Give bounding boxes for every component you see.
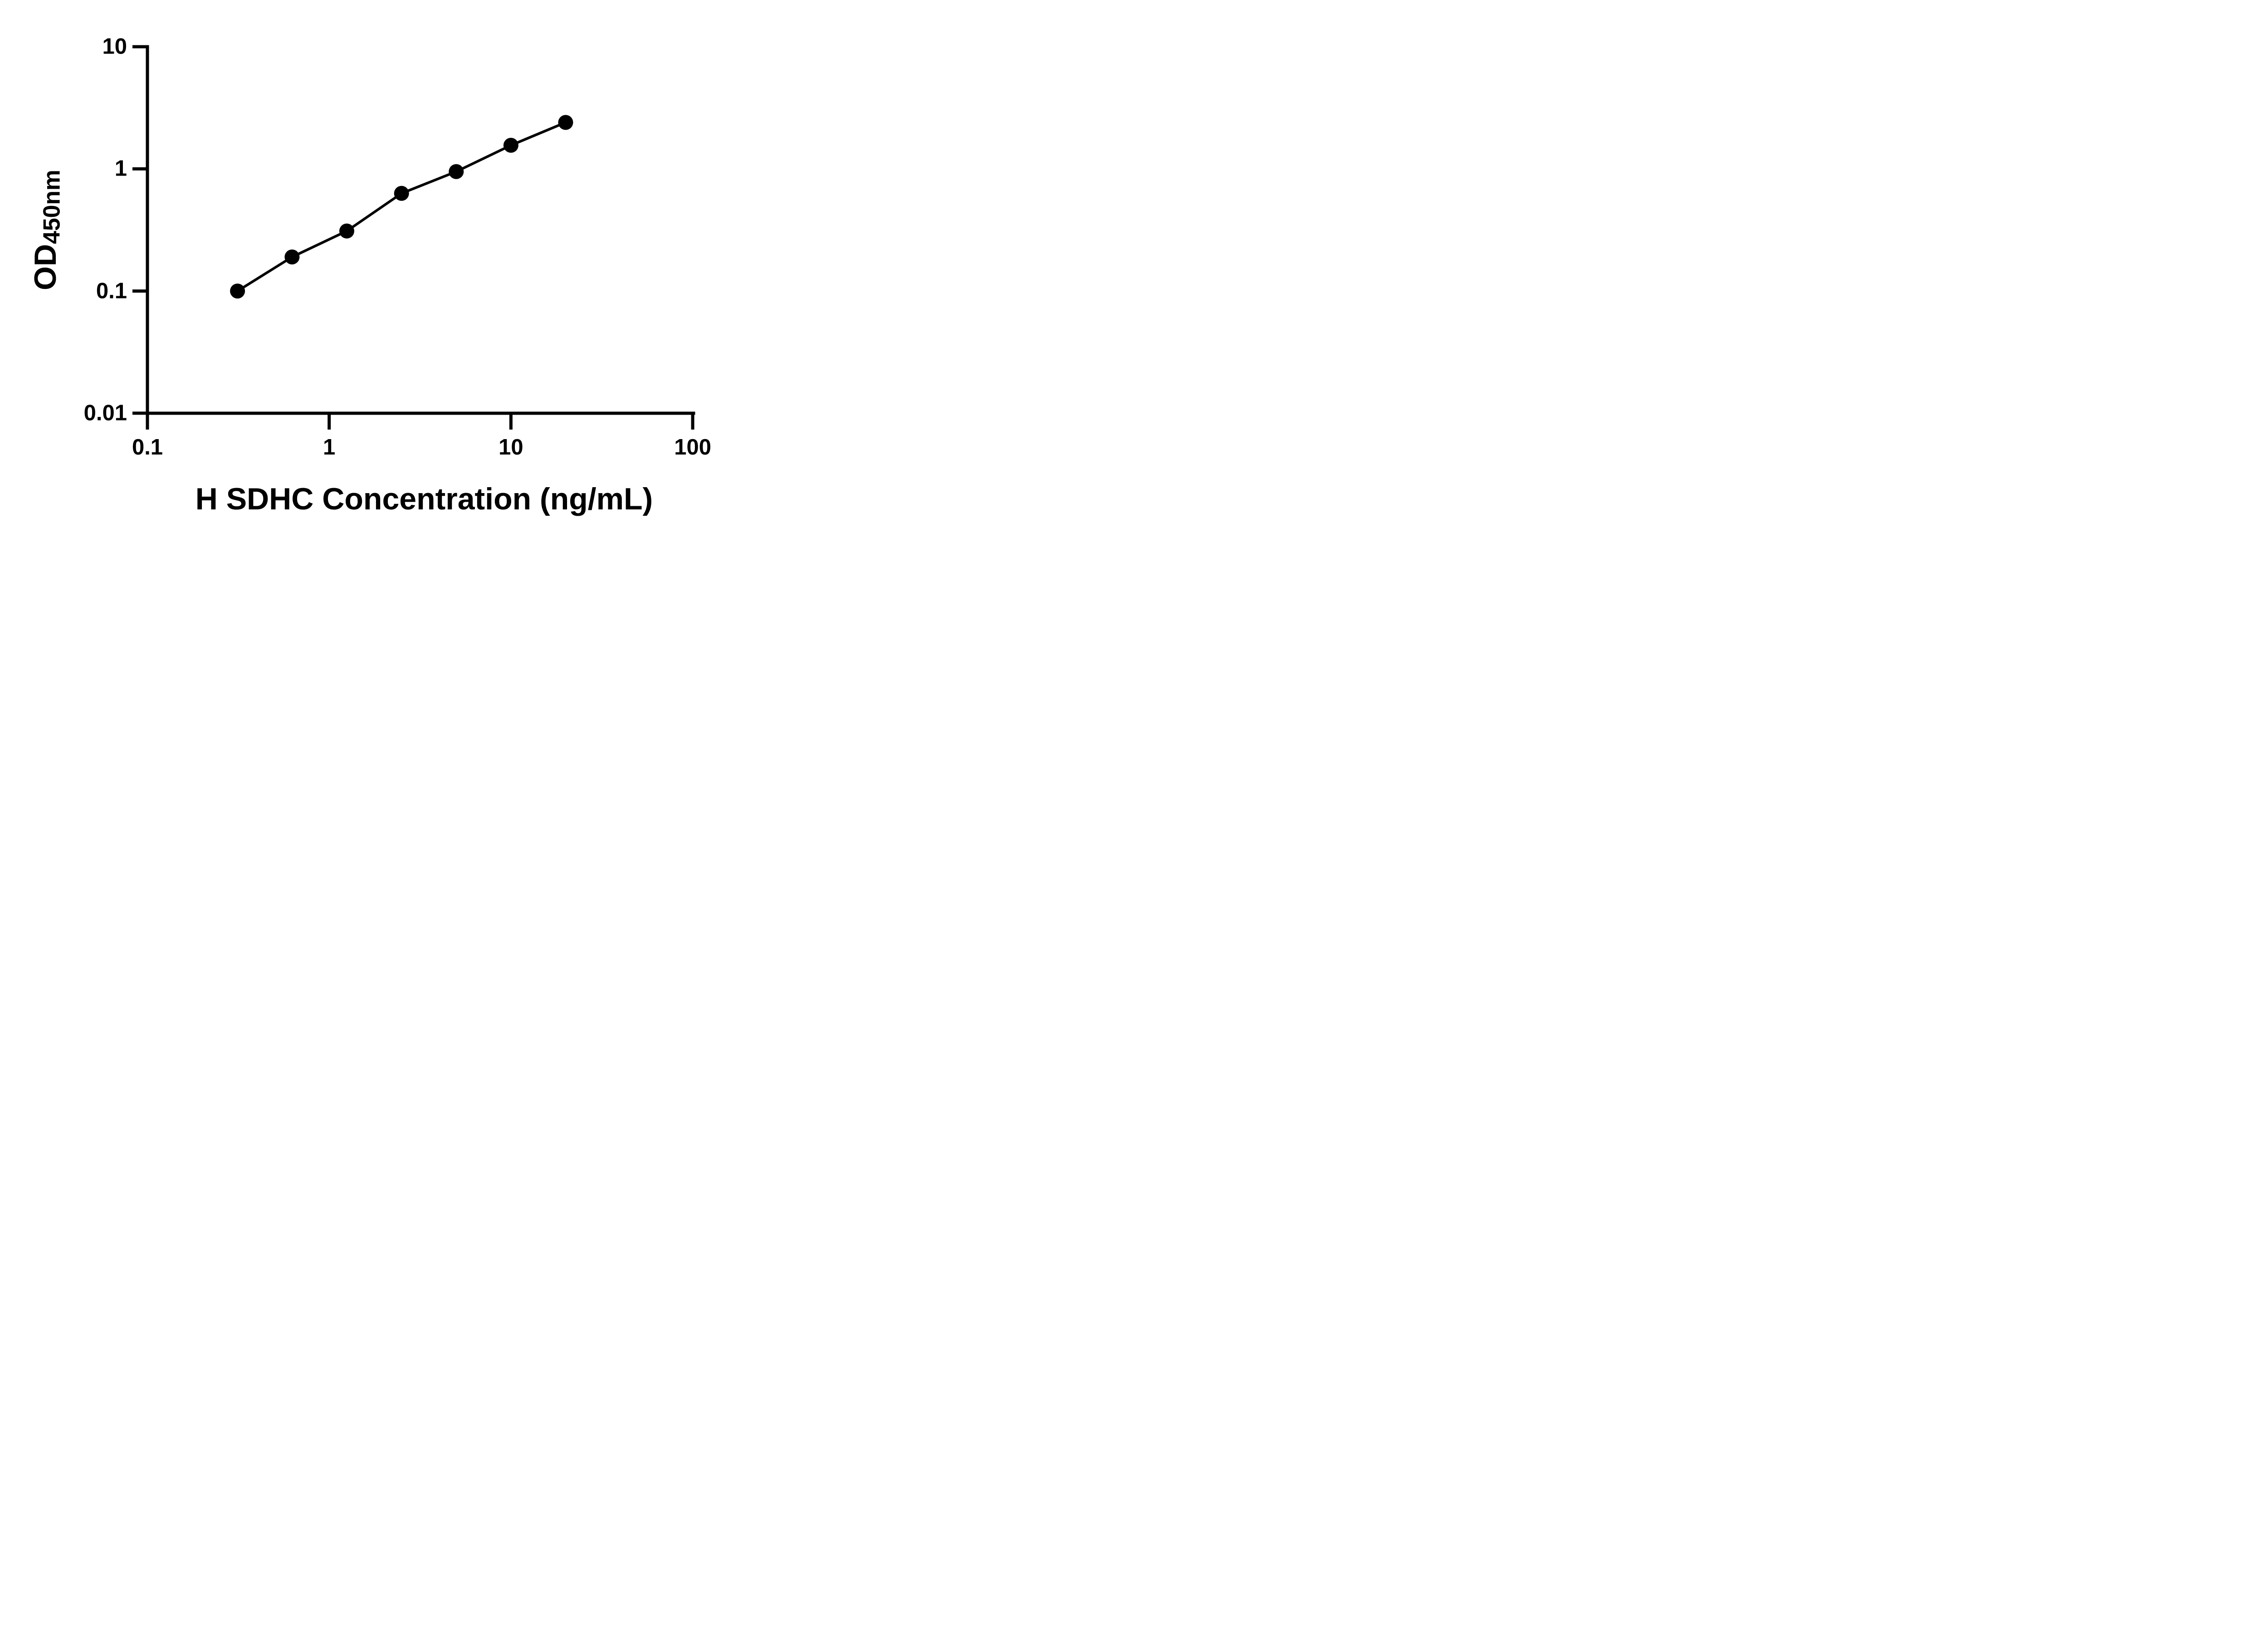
y-axis-title-subscript: 450nm bbox=[38, 170, 65, 244]
y-axis-title: OD450nm bbox=[28, 170, 65, 290]
x-tick-label-100: 100 bbox=[674, 435, 711, 460]
data-point-1.25ng-ml bbox=[339, 223, 354, 239]
data-point-0.313ng-ml bbox=[230, 284, 245, 299]
x-tick-label-10: 10 bbox=[499, 435, 523, 460]
y-tick-label-0.01: 0.01 bbox=[83, 401, 127, 425]
x-tick-label-1: 1 bbox=[323, 435, 336, 460]
data-point-10ng-ml bbox=[503, 137, 518, 153]
x-tick-label-0.1: 0.1 bbox=[132, 435, 163, 460]
x-axis-title: H SDHC Concentration (ng/mL) bbox=[195, 482, 653, 516]
data-point-20ng-ml bbox=[558, 115, 573, 130]
y-tick-label-0.1: 0.1 bbox=[96, 279, 127, 303]
data-point-2.5ng-ml bbox=[394, 186, 409, 201]
plot-area bbox=[132, 45, 695, 430]
elisa-standard-curve-figure: 10 1 0.1 0.01 0.1 1 10 100 H SDHC Concen… bbox=[0, 0, 776, 544]
y-axis-title-main: OD bbox=[28, 244, 63, 290]
y-tick-label-1: 1 bbox=[114, 156, 127, 181]
y-tick-label-10: 10 bbox=[102, 34, 127, 59]
data-point-0.625ng-ml bbox=[284, 249, 300, 264]
data-point-5ng-ml bbox=[449, 164, 464, 179]
axes-spine bbox=[146, 45, 695, 415]
